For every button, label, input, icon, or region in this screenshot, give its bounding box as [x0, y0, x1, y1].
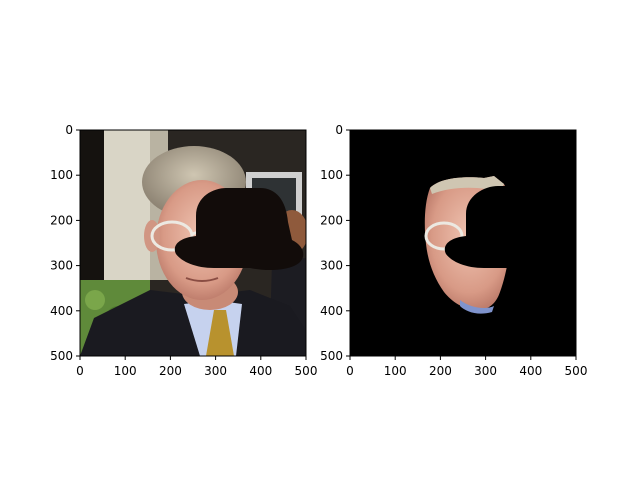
left-x-axis: 0 100 200 300 400 500	[76, 356, 317, 378]
x-tick-label: 400	[519, 364, 542, 378]
y-tick-label: 0	[65, 123, 73, 137]
right-axes-frame	[349, 129, 577, 357]
y-tick-label: 100	[320, 168, 343, 182]
y-tick-label: 400	[320, 304, 343, 318]
left-y-axis: 0 100 200 300 400 500	[50, 123, 80, 363]
y-tick-label: 500	[50, 349, 73, 363]
y-tick-label: 200	[50, 213, 73, 227]
y-tick-label: 100	[50, 168, 73, 182]
x-tick-label: 300	[474, 364, 497, 378]
x-tick-label: 500	[295, 364, 318, 378]
x-tick-label: 0	[346, 364, 354, 378]
y-tick-label: 200	[320, 213, 343, 227]
glasses-lens	[150, 220, 194, 252]
left-image	[80, 130, 306, 356]
x-tick-label: 200	[159, 364, 182, 378]
right-x-axis: 0 100 200 300 400 500	[346, 356, 587, 378]
masked-collar	[460, 300, 494, 314]
x-tick-label: 300	[204, 364, 227, 378]
left-axes-frame	[79, 129, 307, 357]
y-tick-label: 300	[320, 259, 343, 273]
x-tick-label: 100	[114, 364, 137, 378]
x-tick-label: 500	[565, 364, 588, 378]
masked-occluder	[444, 186, 576, 270]
masked-glasses	[424, 221, 464, 251]
right-y-axis: 0 100 200 300 400 500	[320, 123, 350, 363]
y-tick-label: 400	[50, 304, 73, 318]
y-tick-label: 0	[335, 123, 343, 137]
tie	[206, 310, 234, 356]
y-tick-label: 300	[50, 259, 73, 273]
shrub-leaf	[85, 290, 105, 310]
right-image	[350, 130, 576, 356]
masked-hair	[430, 176, 504, 194]
x-tick-label: 100	[384, 364, 407, 378]
mouth	[185, 277, 219, 282]
x-tick-label: 200	[429, 364, 452, 378]
x-tick-label: 0	[76, 364, 84, 378]
y-tick-label: 500	[320, 349, 343, 363]
x-tick-label: 400	[249, 364, 272, 378]
occluder-hat	[174, 188, 304, 270]
